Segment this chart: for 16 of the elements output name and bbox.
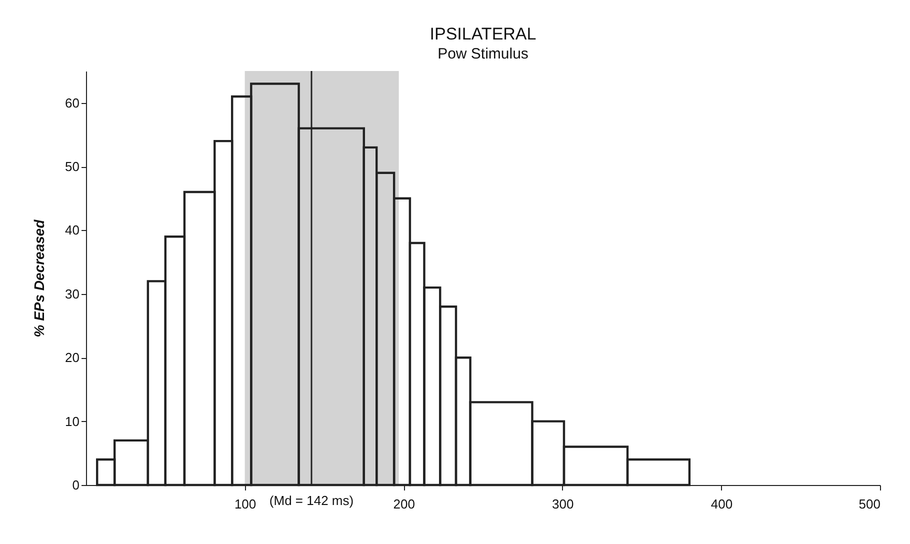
y-tick-label: 50 bbox=[65, 159, 80, 174]
x-tick-label: 400 bbox=[710, 496, 733, 512]
y-tick-label: 10 bbox=[65, 414, 80, 429]
y-tick-label: 0 bbox=[72, 478, 80, 492]
chart-subtitle: Pow Stimulus bbox=[438, 45, 528, 62]
chart-title: IPSILATERAL bbox=[430, 24, 536, 44]
x-tick-label: 300 bbox=[552, 496, 574, 512]
y-tick-label: 30 bbox=[65, 286, 80, 302]
x-tick-label: 100 bbox=[234, 496, 256, 512]
y-tick-label: 40 bbox=[65, 222, 80, 238]
y-tick-label: 20 bbox=[65, 350, 80, 366]
ref-line-label: (Md = 142 ms) bbox=[269, 493, 354, 508]
y-axis-title: % EPs Decreased bbox=[31, 219, 48, 338]
x-tick-label: 500 bbox=[858, 496, 880, 512]
x-tick-label: 200 bbox=[393, 496, 415, 512]
y-tick-label: 60 bbox=[65, 95, 80, 110]
